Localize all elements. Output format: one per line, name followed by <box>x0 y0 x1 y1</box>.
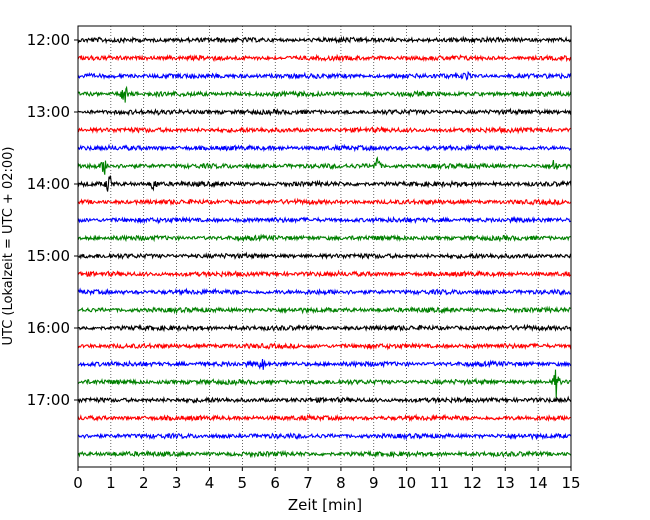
x-tick-label: 0 <box>73 474 83 492</box>
trace-line <box>77 233 572 243</box>
y-tick-label: 14:00 <box>27 175 70 193</box>
trace-line <box>77 341 572 351</box>
x-tick-label: 4 <box>205 474 215 492</box>
trace-line <box>77 369 572 398</box>
trace-line <box>77 197 572 206</box>
x-tick-label: 3 <box>172 474 182 492</box>
trace-line <box>77 287 572 297</box>
y-axis-label: UTC (Lokalzeit = UTC + 02:00) <box>1 147 16 346</box>
trace-line <box>77 323 572 333</box>
x-tick-label: 12 <box>463 474 482 492</box>
x-tick-label: 5 <box>238 474 248 492</box>
x-tick-label: 1 <box>106 474 116 492</box>
trace-line <box>77 215 572 225</box>
trace-line <box>77 395 572 405</box>
x-tick-label: 9 <box>369 474 379 492</box>
seismic-traces <box>77 35 572 459</box>
trace-line <box>77 413 572 423</box>
y-axis-ticks: 12:00 13:00 14:00 15:00 16:00 17:00 <box>27 31 78 409</box>
x-tick-label: 13 <box>496 474 515 492</box>
trace-line <box>77 269 572 279</box>
y-tick-label: 17:00 <box>27 391 70 409</box>
trace-line <box>77 156 572 175</box>
trace-line <box>77 358 572 370</box>
trace-line <box>77 35 572 45</box>
trace-line <box>77 449 572 459</box>
y-tick-label: 12:00 <box>27 31 70 49</box>
x-tick-label: 8 <box>336 474 346 492</box>
x-tick-label: 15 <box>561 474 580 492</box>
trace-line <box>77 143 572 153</box>
x-tick-label: 7 <box>303 474 313 492</box>
x-tick-label: 11 <box>430 474 449 492</box>
trace-line <box>77 85 572 103</box>
plot-frame <box>77 25 572 468</box>
x-tick-label: 2 <box>139 474 149 492</box>
trace-line <box>77 107 572 117</box>
y-tick-label: 16:00 <box>27 319 70 337</box>
x-tick-label: 10 <box>397 474 416 492</box>
trace-line <box>77 251 572 260</box>
x-axis-label: Zeit [min] <box>288 496 362 514</box>
trace-line <box>77 70 572 81</box>
y-tick-label: 13:00 <box>27 103 70 121</box>
x-axis-ticks: 0 1 2 3 4 5 6 7 8 9 10 11 12 13 14 15 <box>73 467 581 492</box>
trace-line <box>77 125 572 135</box>
y-tick-label: 15:00 <box>27 247 70 265</box>
trace-line <box>77 175 572 192</box>
trace-line <box>77 432 572 441</box>
x-tick-label: 14 <box>529 474 548 492</box>
trace-line <box>77 53 572 63</box>
x-tick-label: 6 <box>270 474 280 492</box>
trace-line <box>77 305 572 315</box>
